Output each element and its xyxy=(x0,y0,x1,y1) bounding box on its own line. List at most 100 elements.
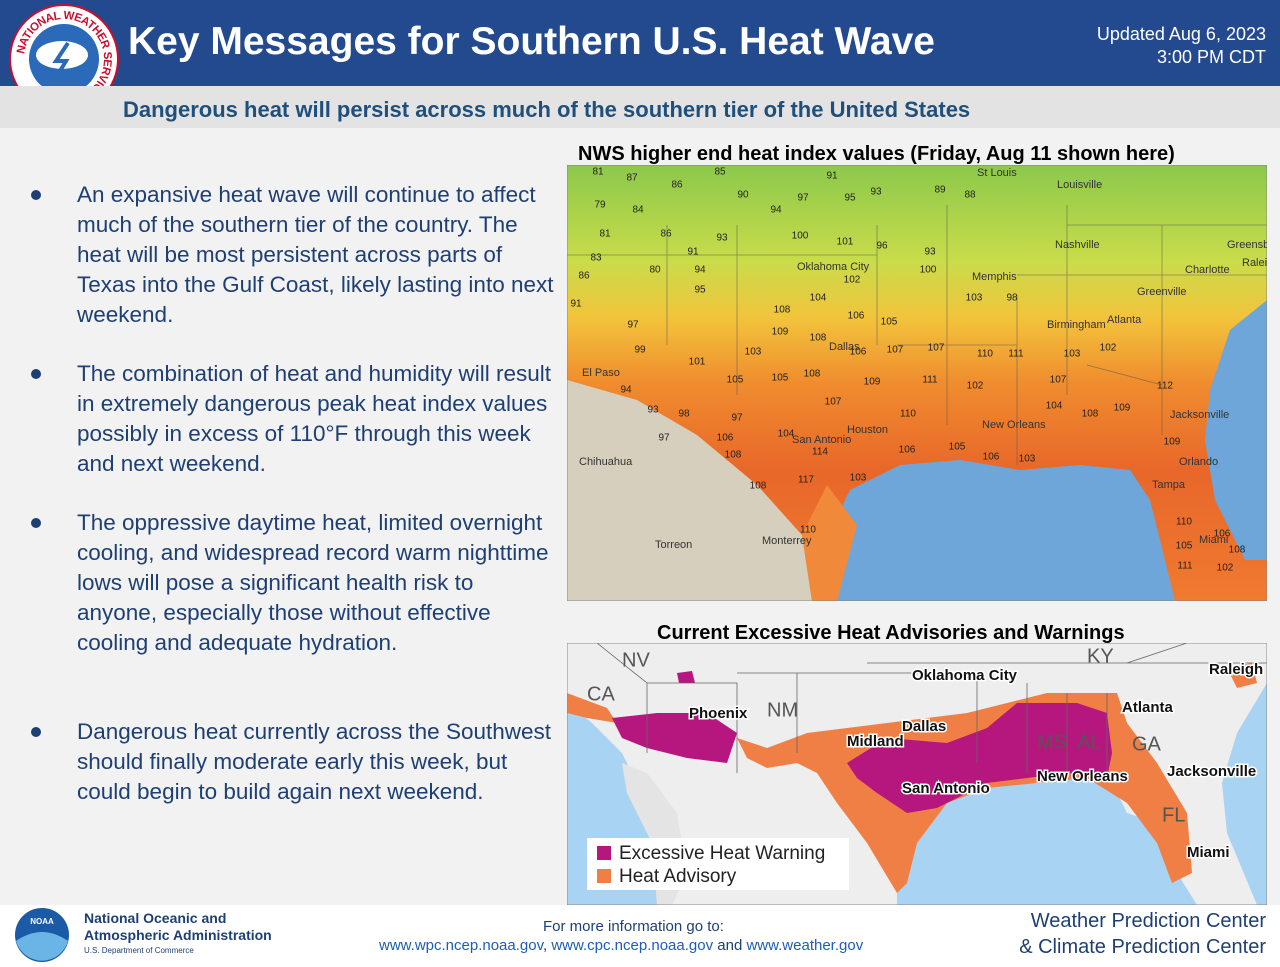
link[interactable]: www.cpc.ncep.noaa.gov xyxy=(551,937,714,954)
updated-time: 3:00 PM CDT xyxy=(1156,47,1266,67)
legend-label: Excessive Heat Warning xyxy=(619,843,825,864)
link[interactable]: www.wpc.ncep.noaa.gov xyxy=(379,937,543,954)
heat-index-value: 117 xyxy=(798,475,814,486)
heat-index-value: 105 xyxy=(1176,541,1193,552)
heat-index-value: 111 xyxy=(922,375,938,386)
bullet: The oppressive daytime heat, limited ove… xyxy=(77,510,549,655)
city-label: El Paso xyxy=(582,367,620,379)
heat-index-value: 93 xyxy=(870,187,882,198)
heat-index-value: 102 xyxy=(1217,563,1234,574)
city-label: St Louis xyxy=(977,167,1017,179)
noaa-name: National Oceanic and xyxy=(84,910,227,926)
heat-index-value: 85 xyxy=(714,167,726,178)
city-label: Nashville xyxy=(1055,239,1100,251)
heat-index-value: 93 xyxy=(647,405,659,416)
heat-index-value: 84 xyxy=(632,205,644,216)
heat-index-value: 105 xyxy=(772,373,789,384)
heat-index-value: 97 xyxy=(731,413,743,424)
heat-index-value: 86 xyxy=(660,229,672,240)
heat-index-value: 106 xyxy=(983,452,1000,463)
bullet: The combination of heat and humidity wil… xyxy=(77,361,551,476)
noaa-dept: U.S. Department of Commerce xyxy=(84,946,194,955)
heat-index-value: 100 xyxy=(920,265,937,276)
city-label: New Orleans xyxy=(982,419,1046,431)
heat-index-value: 108 xyxy=(750,481,767,492)
city-label: Houston xyxy=(847,424,888,436)
heat-index-value: 110 xyxy=(800,525,816,536)
city-label: Miami xyxy=(1199,534,1228,546)
heat-index-value: 103 xyxy=(966,293,983,304)
heat-index-value: 102 xyxy=(1100,343,1117,354)
subtitle: Dangerous heat will persist across much … xyxy=(123,97,971,122)
city-label: Greensboro xyxy=(1227,239,1267,251)
legend-label: Heat Advisory xyxy=(619,866,737,887)
heat-index-value: 107 xyxy=(887,345,904,356)
heat-index-value: 108 xyxy=(725,450,742,461)
heat-index-value: 103 xyxy=(1064,349,1081,360)
heat-index-value: 107 xyxy=(1050,375,1067,386)
city-label: Birmingham xyxy=(1047,319,1106,331)
city-label: Miami xyxy=(1187,844,1230,861)
heat-index-value: 109 xyxy=(864,377,881,388)
city-label: Memphis xyxy=(972,271,1017,283)
heat-index-value: 103 xyxy=(745,347,762,358)
heat-index-value: 108 xyxy=(810,333,827,344)
noaa-logo-text: NOAA xyxy=(30,917,54,926)
heat-index-value: 86 xyxy=(578,271,590,282)
heat-index-value: 91 xyxy=(826,171,838,182)
state-label: CA xyxy=(587,683,615,705)
center-name: & Climate Prediction Center xyxy=(1019,936,1266,958)
heat-index-value: 104 xyxy=(810,293,827,304)
heat-index-value: 105 xyxy=(881,317,898,328)
updated-date: Updated Aug 6, 2023 xyxy=(1096,24,1266,44)
noaa-logo: NOAA xyxy=(15,908,69,962)
info-label: For more information go to: xyxy=(543,918,724,935)
state-label: MS xyxy=(1037,731,1067,753)
heat-index-value: 110 xyxy=(977,349,993,360)
state-label: KY xyxy=(1087,645,1114,667)
heat-index-value: 108 xyxy=(774,305,791,316)
heat-index-value: 108 xyxy=(1229,545,1246,556)
heat-index-value: 97 xyxy=(658,433,670,444)
heat-index-value: 83 xyxy=(590,253,602,264)
subtitle-bar xyxy=(0,86,1280,128)
city-label: Charlotte xyxy=(1185,264,1230,276)
city-label: Orlando xyxy=(1179,456,1218,468)
legend-swatch xyxy=(597,869,611,883)
heat-index-value: 81 xyxy=(599,229,611,240)
city-label: Midland xyxy=(847,733,904,750)
heat-index-value: 93 xyxy=(716,233,728,244)
heat-index-value: 107 xyxy=(825,397,842,408)
heat-index-value: 80 xyxy=(649,265,661,276)
center-name: Weather Prediction Center xyxy=(1030,910,1266,932)
heat-index-value: 106 xyxy=(850,347,867,358)
heat-index-value: 87 xyxy=(626,173,638,184)
heat-index-map: St Louis Louisville Nashville Oklahoma City… xyxy=(567,165,1267,601)
heat-index-value: 88 xyxy=(964,190,976,201)
heat-index-value: 111 xyxy=(1008,349,1024,360)
heat-index-value: 99 xyxy=(634,345,646,356)
bullet: An expansive heat wave will continue to … xyxy=(77,182,554,327)
title: Key Messages for Southern U.S. Heat Wave xyxy=(128,20,935,63)
heat-index-value: 98 xyxy=(1006,293,1018,304)
heat-index-value: 101 xyxy=(689,357,706,368)
heat-index-value: 89 xyxy=(934,185,946,196)
state-label: AL xyxy=(1077,731,1101,753)
city-label: Oklahoma City xyxy=(912,667,1018,684)
bullet-dot xyxy=(31,190,41,200)
heat-index-value: 91 xyxy=(687,247,699,258)
and-text: and xyxy=(717,937,743,954)
heat-index-value: 109 xyxy=(1164,437,1181,448)
map2-title: Current Excessive Heat Advisories and Wa… xyxy=(657,622,1125,644)
state-label: GA xyxy=(1132,733,1162,755)
state-label: FL xyxy=(1162,804,1185,826)
heat-index-value: 96 xyxy=(876,241,888,252)
heat-index-value: 109 xyxy=(1114,403,1131,414)
heat-index-value: 103 xyxy=(1019,454,1036,465)
city-label: Atlanta xyxy=(1107,314,1142,326)
link[interactable]: www.weather.gov xyxy=(746,937,864,954)
heat-index-value: 90 xyxy=(737,190,749,201)
heat-index-value: 98 xyxy=(678,409,690,420)
heat-index-value: 107 xyxy=(928,343,945,354)
